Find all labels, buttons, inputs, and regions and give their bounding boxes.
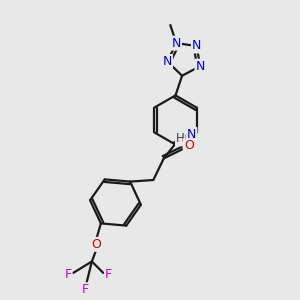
Text: N: N: [172, 37, 181, 50]
Text: N: N: [187, 128, 196, 141]
Text: H: H: [176, 132, 185, 146]
Text: N: N: [196, 60, 205, 73]
Text: N: N: [192, 40, 201, 52]
Text: O: O: [92, 238, 101, 251]
Text: F: F: [105, 268, 112, 281]
Text: F: F: [81, 283, 88, 296]
Text: F: F: [64, 268, 71, 281]
Text: N: N: [163, 55, 172, 68]
Text: O: O: [184, 139, 194, 152]
